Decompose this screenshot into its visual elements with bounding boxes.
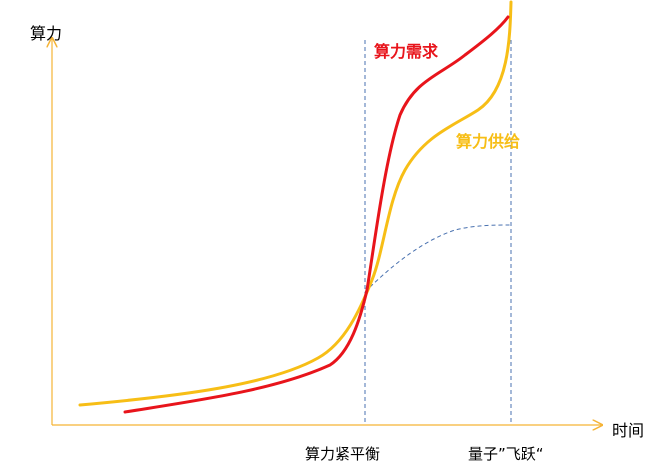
classic-supply-curve [364, 224, 512, 293]
supply-curve-label: 算力供给 [456, 132, 520, 151]
x-axis-label: 时间 [612, 421, 644, 440]
y-axis-label: 算力 [30, 24, 62, 43]
demand-curve-label: 算力需求 [374, 42, 439, 61]
demand-curve [123, 15, 510, 414]
quantum-marker-label: 量子”飞跃“ [468, 445, 544, 463]
supply-curve [78, 0, 513, 407]
balance-marker-label: 算力紧平衡 [305, 445, 380, 463]
